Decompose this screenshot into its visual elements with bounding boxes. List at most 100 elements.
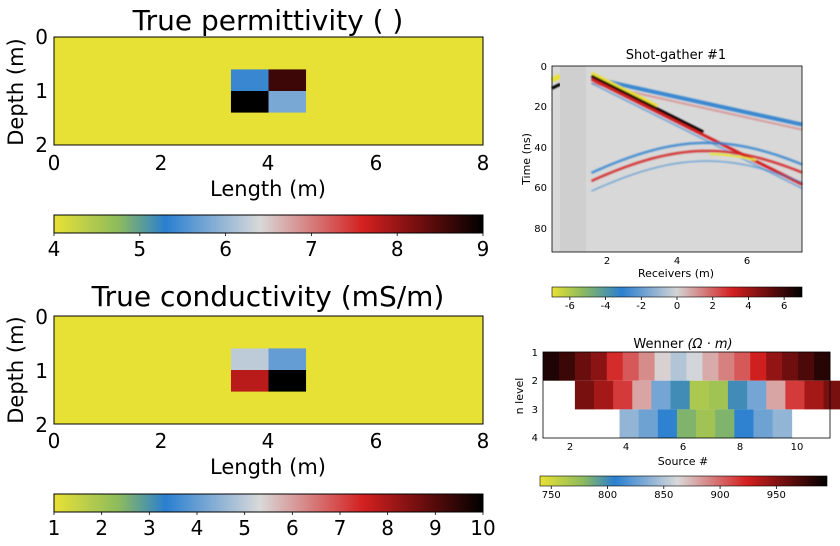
wenner-cell [574,380,595,410]
wenner-title-units: (Ω · m) [687,337,732,352]
x-tick-label: 6 [370,429,383,453]
wenner-cell [619,409,640,439]
ground-wave-black [590,74,704,134]
y-tick-label: 1 [35,79,48,103]
wenner-ylabel: n level [513,378,526,415]
wenner-cell [670,380,691,410]
colorbar-tick-label: 850 [654,490,673,501]
x-tick-label: 6 [744,256,750,267]
colorbar-tick-label: 7 [305,237,318,261]
y-tick-label: 40 [534,143,547,154]
reflection-blue-lower [591,160,803,192]
shot-gather-colorbar-ticks: -6 -4 -2 0 2 4 6 [565,297,787,312]
wenner-xlabel: Source # [658,455,709,468]
ground-wave-red [590,77,803,186]
y-tick-label: 80 [534,224,547,235]
wenner-cell [814,352,831,381]
y-tick-label: 4 [532,433,538,444]
ground-wave-yellow [590,71,658,108]
wenner-cell [750,352,767,381]
shot-gather-xlabel: Receivers (m) [638,267,714,280]
x-tick-label: 2 [567,442,573,453]
wenner-cell [734,352,751,381]
anomaly-block [230,348,269,370]
colorbar-tick-label: 1 [48,516,61,540]
near-offset-wavelet [551,82,561,90]
wenner-cell [734,409,754,439]
x-tick-label: 10 [791,442,804,453]
colorbar-tick-label: 9 [429,516,442,540]
colorbar-tick-label: -6 [565,301,575,312]
y-tick-label: 60 [534,183,547,194]
wenner-cell [686,352,703,381]
wenner-cell [632,380,652,410]
x-tick-label: 6 [680,442,686,453]
wenner-colorbar-ticks: 750 800 850 900 950 [542,486,786,501]
colorbar-tick-label: 6 [219,237,232,261]
colorbar-tick-label: 6 [781,301,787,312]
x-tick-label: 2 [604,256,610,267]
x-tick-label: 0 [48,151,61,175]
colorbar-tick-label: -4 [601,301,611,312]
permittivity-y-ticks: 0 1 2 [35,25,48,157]
permittivity-colorbar-ticks: 4 5 6 7 8 9 [48,233,489,261]
shot-gather-title: Shot-gather #1 [626,48,726,63]
wenner-cell [651,380,671,410]
wenner-panel: Wenner (Ω · m) 1 2 3 4 2 4 6 8 10 Source… [513,337,840,501]
colorbar-tick-label: 7 [334,516,347,540]
wenner-cell [676,409,697,439]
wenner-cell [613,380,633,410]
wenner-cell [543,352,560,381]
wenner-cell [718,352,735,381]
conductivity-colorbar [53,493,484,513]
anomaly-block [268,69,307,91]
colorbar-tick-label: 8 [381,516,394,540]
wenner-cell [823,380,840,410]
colorbar-tick-label: 8 [391,237,404,261]
conductivity-colorbar-ticks: 1 2 3 4 5 6 7 8 9 10 [48,512,496,540]
wenner-cell [574,352,592,381]
anomaly-block [230,69,269,91]
wenner-colorbar [539,475,828,487]
wenner-cell [558,352,576,381]
x-tick-label: 4 [262,151,275,175]
colorbar-tick-label: 950 [767,490,786,501]
colorbar-tick-label: 2 [710,301,716,312]
y-tick-label: 3 [532,405,538,416]
reflection-blue [590,141,803,175]
colorbar-tick-label: 800 [598,490,617,501]
y-tick-label: 0 [35,305,48,329]
x-tick-label: 4 [262,429,275,453]
wenner-cell [638,352,656,381]
colorbar-tick-label: 4 [48,237,61,261]
near-offset-wavelet [550,73,562,83]
anomaly-block [230,370,269,392]
colorbar-tick-label: 5 [238,516,251,540]
colorbar-tick-label: 4 [191,516,204,540]
permittivity-panel: True permittivity ( ) 0 2 4 6 8 0 1 2 Le… [4,4,489,261]
shot-gather-colorbar [551,286,803,298]
wenner-cell [606,352,624,381]
wenner-cell [804,380,825,410]
wenner-cell [702,352,719,381]
permittivity-xlabel: Length (m) [210,177,326,201]
reflection-red [590,149,803,183]
shot-gather-dead-traces [560,66,586,252]
x-tick-label: 2 [155,151,168,175]
x-tick-label: 0 [48,429,61,453]
y-tick-label: 2 [35,413,48,437]
colorbar-tick-label: 10 [470,516,495,540]
permittivity-ylabel: Depth (m) [4,38,28,145]
wenner-cell [657,409,678,439]
wenner-cell [670,352,687,381]
x-tick-label: 2 [155,429,168,453]
wenner-x-ticks: 2 4 6 8 10 [567,442,804,453]
wenner-cell [772,409,793,439]
wenner-cell [727,380,748,410]
y-tick-label: 2 [532,376,538,387]
wenner-cell [622,352,640,381]
colorbar-tick-label: 0 [674,301,680,312]
colorbar-tick-label: -2 [636,301,646,312]
conductivity-x-ticks: 0 2 4 6 8 [48,429,490,453]
